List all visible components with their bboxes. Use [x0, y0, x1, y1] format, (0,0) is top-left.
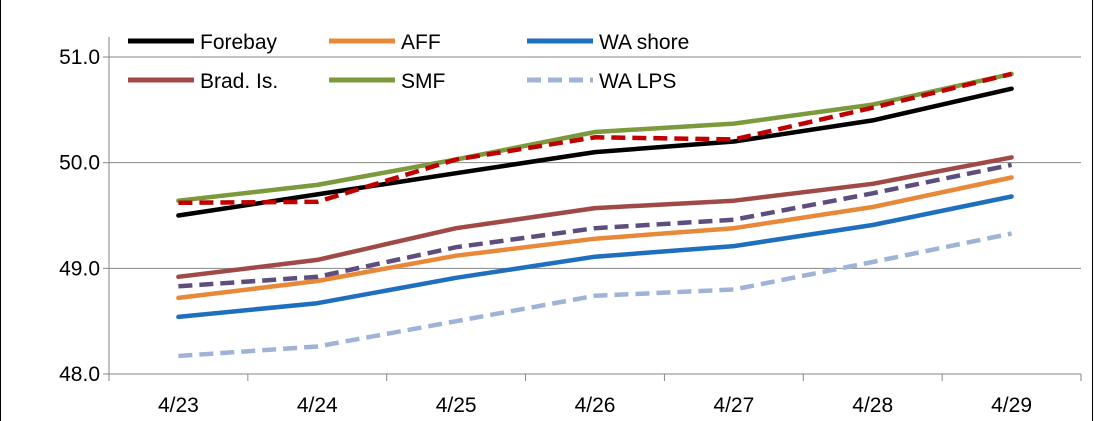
series-line-unlabeled-7	[178, 162, 1013, 289]
series-line-wa-lps	[178, 231, 1013, 359]
x-tick-label: 4/25	[436, 394, 477, 417]
tick-labels: 48.0 49.0 50.0 51.0 4/23 4/24 4/25 4/26 4/27 4/28…	[59, 46, 1032, 417]
series-line-forebay	[176, 86, 1014, 218]
axes	[103, 37, 1082, 381]
series-line-brad-is	[176, 155, 1014, 280]
x-tick-label: 4/28	[852, 394, 893, 417]
series-line-unlabeled-6	[178, 71, 1013, 206]
legend-label: SMF	[401, 70, 445, 93]
legend-item-wa-shore: WA shore	[527, 31, 689, 54]
series-line-wa-shore	[176, 194, 1014, 320]
y-tick-label: 51.0	[59, 46, 100, 69]
y-tick-label: 49.0	[59, 257, 100, 280]
legend-label: WA LPS	[599, 70, 676, 93]
series-line-smf	[176, 71, 1014, 203]
legend-label: AFF	[401, 31, 441, 54]
legend-label: Brad. Is.	[200, 70, 278, 93]
legend-item-forebay: Forebay	[128, 31, 278, 54]
x-tick-label: 4/27	[713, 394, 754, 417]
legend-label: Forebay	[200, 31, 278, 54]
legend: Forebay AFF WA shore Brad. Is. SMF WA LPS	[128, 31, 689, 93]
legend-item-aff: AFF	[329, 31, 441, 54]
x-tick-label: 4/26	[575, 394, 616, 417]
y-tick-label: 50.0	[59, 152, 100, 175]
x-tick-label: 4/23	[158, 394, 199, 417]
legend-item-brad-is: Brad. Is.	[128, 70, 278, 93]
gridlines	[109, 56, 1081, 269]
x-tick-label: 4/24	[297, 394, 338, 417]
legend-label: WA shore	[599, 31, 689, 54]
x-tick-label: 4/29	[991, 394, 1032, 417]
legend-item-smf: SMF	[329, 70, 445, 93]
series-line-aff	[176, 175, 1014, 301]
series-lines	[176, 71, 1014, 359]
y-tick-label: 48.0	[59, 363, 100, 386]
legend-item-wa-lps: WA LPS	[527, 70, 676, 93]
